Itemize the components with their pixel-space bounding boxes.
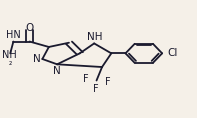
Text: O: O — [25, 23, 33, 33]
Text: NH: NH — [87, 32, 102, 42]
Text: Cl: Cl — [167, 48, 177, 58]
Text: F: F — [83, 74, 88, 84]
Text: F: F — [93, 84, 99, 94]
Text: ₂: ₂ — [8, 58, 11, 67]
Text: NH: NH — [3, 50, 17, 60]
Text: N: N — [53, 66, 61, 76]
Text: HN: HN — [6, 30, 21, 40]
Text: F: F — [105, 77, 111, 87]
Text: N: N — [33, 54, 41, 64]
